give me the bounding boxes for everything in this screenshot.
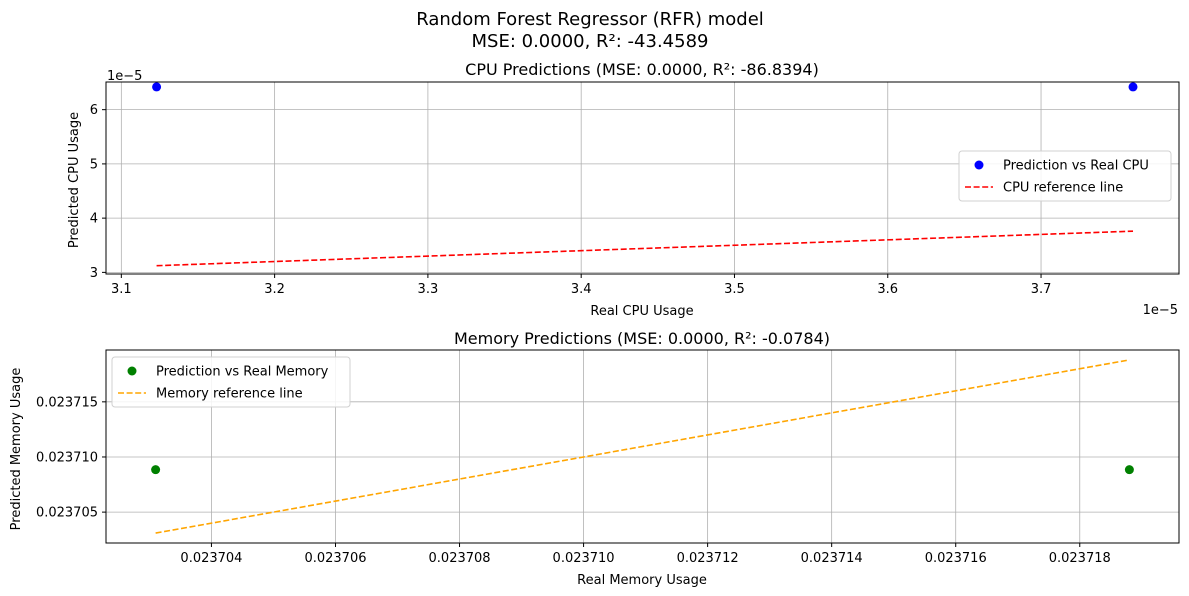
cpu-legend: Prediction vs Real CPU CPU reference line — [958, 150, 1172, 202]
cpu-y-tick-label: 5 — [90, 157, 98, 172]
memory-y-tick-label: 0.023710 — [36, 450, 98, 465]
memory-data-point — [151, 465, 161, 475]
cpu-reference-line — [156, 230, 1134, 267]
cpu-x-tick-label: 3.1 — [111, 282, 132, 297]
figure-title-line2: MSE: 0.0000, R²: -43.4589 — [472, 31, 709, 52]
memory-legend-label: Prediction vs Real Memory — [156, 365, 329, 380]
memory-legend-label: Memory reference line — [156, 387, 303, 402]
cpu-legend-marker-swatch — [974, 160, 984, 170]
memory-plot-frame — [105, 349, 1180, 544]
memory-x-tick-label: 0.023712 — [677, 551, 739, 566]
memory-y-tick-label: 0.023705 — [36, 506, 98, 521]
cpu-y-scale-label: 1e−5 — [107, 69, 142, 84]
cpu-y-tick-label: 6 — [90, 103, 98, 118]
memory-x-axis-label: Real Memory Usage — [577, 573, 707, 588]
memory-x-tick-label: 0.023718 — [1049, 551, 1111, 566]
cpu-x-tick-label: 3.2 — [264, 282, 285, 297]
cpu-x-tick-label: 3.3 — [418, 282, 439, 297]
memory-x-tick-label: 0.023714 — [801, 551, 863, 566]
memory-chart: Memory Predictions (MSE: 0.0000, R²: -0.… — [9, 329, 1180, 588]
cpu-chart-title: CPU Predictions (MSE: 0.0000, R²: -86.83… — [465, 60, 819, 79]
cpu-x-tick-label: 3.6 — [877, 282, 898, 297]
cpu-plot-frame — [105, 81, 1180, 275]
cpu-data-point — [1128, 82, 1138, 92]
cpu-y-tick-label: 4 — [90, 212, 98, 227]
cpu-chart: CPU Predictions (MSE: 0.0000, R²: -86.83… — [67, 60, 1180, 319]
memory-chart-title: Memory Predictions (MSE: 0.0000, R²: -0.… — [454, 329, 830, 348]
figure-title-line1: Random Forest Regressor (RFR) model — [416, 9, 764, 30]
memory-legend: Prediction vs Real Memory Memory referenc… — [111, 356, 351, 408]
cpu-x-tick-label: 3.4 — [571, 282, 592, 297]
memory-y-tick-label: 0.023715 — [36, 395, 98, 410]
cpu-data-point — [152, 82, 162, 92]
memory-legend-box — [111, 356, 351, 408]
memory-x-tick-label: 0.023710 — [553, 551, 615, 566]
cpu-x-tick-label: 3.7 — [1031, 282, 1052, 297]
cpu-legend-box — [958, 150, 1172, 202]
cpu-y-tick-label: 3 — [90, 266, 98, 281]
cpu-x-axis-label: Real CPU Usage — [590, 304, 693, 319]
memory-x-tick-label: 0.023704 — [180, 551, 242, 566]
memory-x-tick-label: 0.023716 — [925, 551, 987, 566]
cpu-legend-label: Prediction vs Real CPU — [1003, 159, 1149, 174]
memory-data-point — [1124, 465, 1134, 475]
cpu-x-tick-label: 3.5 — [724, 282, 745, 297]
cpu-y-axis-label: Predicted CPU Usage — [67, 112, 82, 248]
memory-reference-line — [155, 359, 1130, 534]
cpu-x-scale-label: 1e−5 — [1143, 303, 1178, 318]
cpu-legend-label: CPU reference line — [1003, 181, 1123, 196]
memory-x-tick-label: 0.023706 — [304, 551, 366, 566]
memory-y-axis-label: Predicted Memory Usage — [9, 368, 24, 531]
memory-legend-marker-swatch — [127, 366, 137, 376]
memory-x-tick-label: 0.023708 — [429, 551, 491, 566]
